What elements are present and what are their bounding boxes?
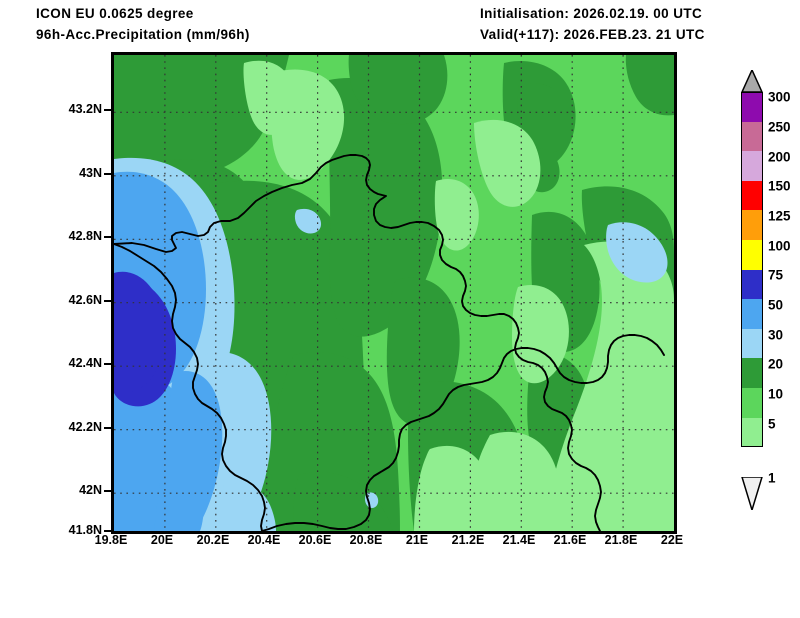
colorbar-over-arrow [741, 70, 763, 92]
colorbar-band-200[interactable] [741, 151, 763, 181]
colorbar-band-30[interactable] [741, 328, 763, 359]
initialisation-label: Initialisation: 2026.02.19. 00 UTC [480, 6, 703, 21]
colorbar-bands[interactable] [741, 92, 763, 448]
y-tick-label: 42.4N [68, 356, 102, 370]
colorbar-label-5: 5 [768, 416, 776, 432]
colorbar-under-arrow [741, 477, 763, 510]
colorbar-band-50[interactable] [741, 299, 763, 329]
y-tick-label: 43.2N [68, 102, 102, 116]
colorbar-band-5[interactable] [741, 417, 763, 448]
x-tick-label: 20E [150, 533, 174, 547]
y-tick-label: 42.8N [68, 229, 102, 243]
x-tick-label: 20.4E [247, 533, 281, 547]
colorbar-label-20: 20 [768, 356, 784, 372]
colorbar-band-10[interactable] [741, 387, 763, 418]
colorbar-band-150[interactable] [741, 180, 763, 211]
colorbar-label-100: 100 [768, 238, 791, 254]
x-tick-label: 21.8E [604, 533, 638, 547]
colorbar-label-125: 125 [768, 208, 791, 224]
valid-time-label: Valid(+117): 2026.FEB.23. 21 UTC [480, 27, 705, 42]
colorbar-label-10: 10 [768, 386, 784, 402]
x-tick-label: 19.8E [94, 533, 128, 547]
colorbar-label-250: 250 [768, 119, 791, 135]
x-tick-label: 21.4E [502, 533, 536, 547]
precipitation-contour-field [114, 55, 674, 531]
y-tick-label: 42.6N [68, 293, 102, 307]
colorbar-band-20[interactable] [741, 358, 763, 388]
x-tick-label: 21.6E [553, 533, 587, 547]
colorbar-label-75: 75 [768, 267, 784, 283]
y-tick-label: 42N [79, 483, 102, 497]
x-tick-label: 20.2E [196, 533, 230, 547]
colorbar-label-1: 1 [768, 470, 776, 486]
colorbar-band-125[interactable] [741, 210, 763, 240]
colorbar-band-100[interactable] [741, 239, 763, 270]
colorbar-band-300-plus[interactable] [741, 92, 763, 122]
colorbar-label-300: 300 [768, 89, 791, 105]
colorbar-label-30: 30 [768, 327, 784, 343]
colorbar-band-250[interactable] [741, 121, 763, 152]
x-tick-label: 21.2E [451, 533, 485, 547]
header: ICON EU 0.0625 degree 96h-Acc.Precipitat… [0, 0, 800, 50]
colorbar-label-200: 200 [768, 149, 791, 165]
x-tick-label: 20.8E [349, 533, 383, 547]
country-border-overlay [114, 154, 665, 531]
x-tick-label: 20.6E [298, 533, 332, 547]
y-tick-label: 42.2N [68, 420, 102, 434]
model-name-label: ICON EU 0.0625 degree [36, 6, 194, 21]
field-name-label: 96h-Acc.Precipitation (mm/96h) [36, 27, 250, 42]
x-tick-label: 22E [660, 533, 684, 547]
colorbar-label-50: 50 [768, 297, 784, 313]
map-plot-area[interactable] [111, 52, 677, 534]
y-tick-label: 41.8N [68, 523, 102, 537]
x-tick-label: 21E [405, 533, 429, 547]
colorbar-band-75[interactable] [741, 269, 763, 300]
y-tick-label: 43N [79, 166, 102, 180]
map-gridlines [114, 55, 674, 531]
colorbar-label-150: 150 [768, 178, 791, 194]
